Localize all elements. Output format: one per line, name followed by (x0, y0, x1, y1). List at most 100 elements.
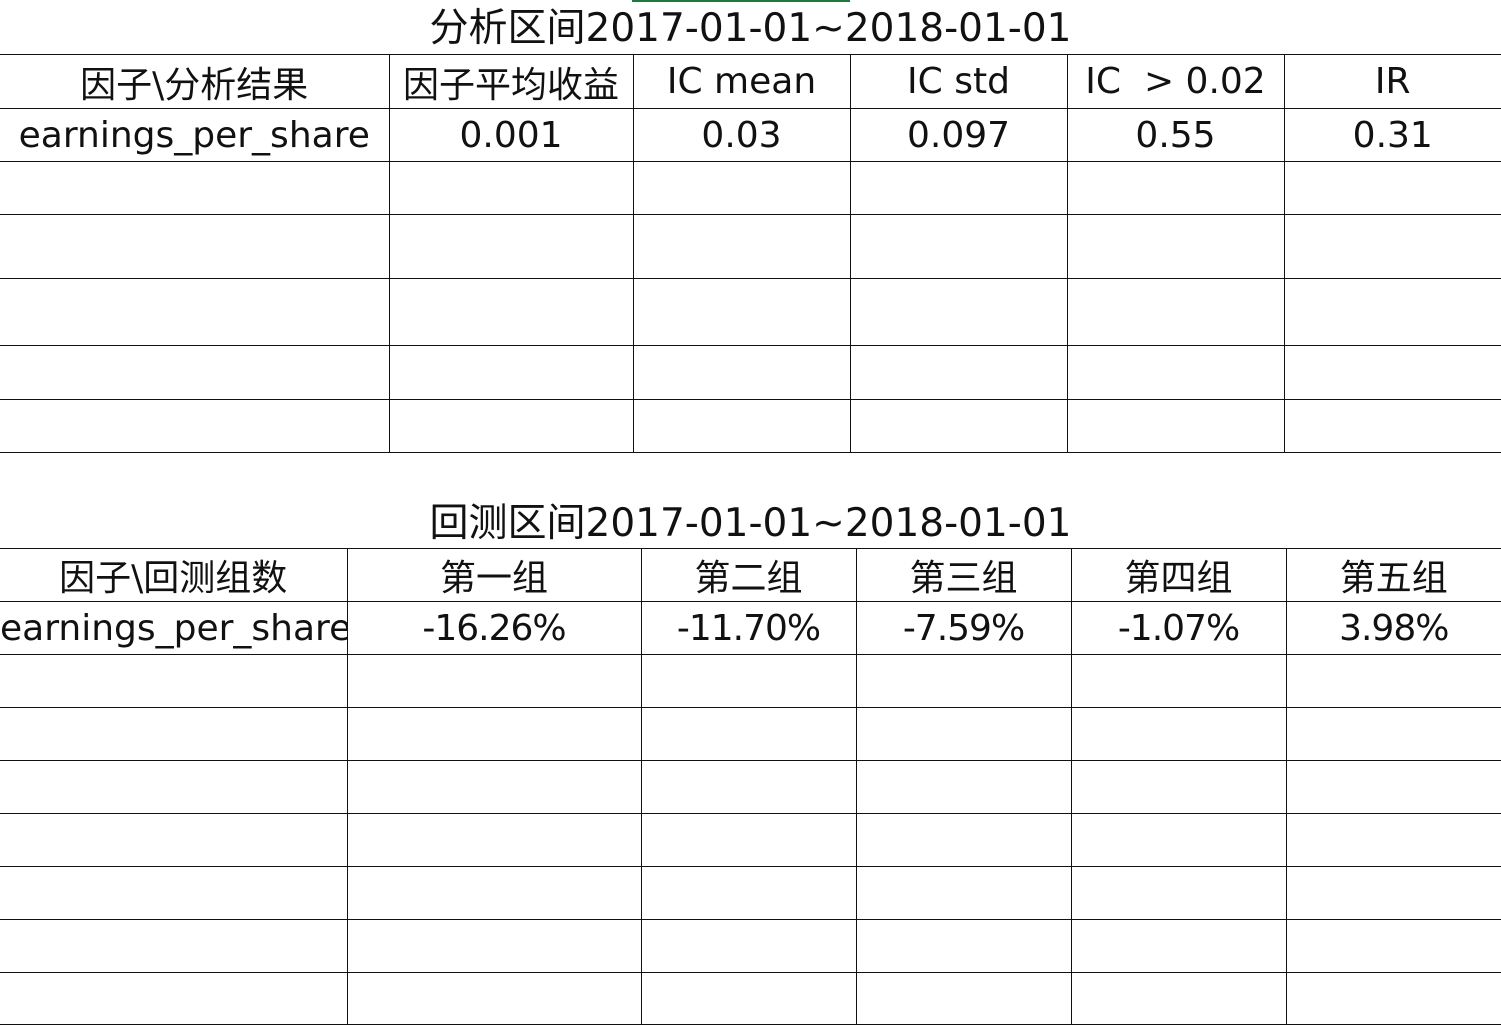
empty-cell[interactable] (1066, 214, 1285, 279)
empty-cell[interactable] (1285, 654, 1501, 708)
empty-cell[interactable] (346, 760, 642, 814)
header-cell[interactable]: IR (1283, 54, 1501, 109)
empty-cell[interactable] (346, 919, 642, 973)
empty-cell[interactable] (346, 813, 642, 867)
empty-cell[interactable] (1283, 161, 1501, 215)
header-cell[interactable]: 第四组 (1070, 548, 1287, 602)
data-cell[interactable]: earnings_per_share (0, 108, 390, 162)
header-cell[interactable]: 第五组 (1285, 548, 1501, 602)
empty-cell[interactable] (1070, 707, 1287, 761)
data-cell[interactable]: 0.55 (1066, 108, 1285, 162)
empty-cell[interactable] (1066, 161, 1285, 215)
empty-cell[interactable] (855, 654, 1072, 708)
empty-cell[interactable] (0, 866, 348, 920)
header-cell[interactable]: 第一组 (346, 548, 642, 602)
empty-cell[interactable] (388, 161, 634, 215)
empty-cell[interactable] (1070, 972, 1287, 1025)
empty-cell[interactable] (1070, 813, 1287, 867)
empty-cell[interactable] (346, 866, 642, 920)
empty-cell[interactable] (388, 214, 634, 279)
empty-row (0, 866, 1501, 920)
empty-cell[interactable] (849, 214, 1068, 279)
data-cell[interactable]: -16.26% (346, 601, 642, 655)
empty-cell[interactable] (1070, 654, 1287, 708)
empty-cell[interactable] (849, 399, 1068, 453)
empty-cell[interactable] (849, 345, 1068, 400)
empty-cell[interactable] (1066, 345, 1285, 400)
empty-cell[interactable] (0, 345, 390, 400)
empty-cell[interactable] (1285, 813, 1501, 867)
data-cell[interactable]: 0.001 (388, 108, 634, 162)
empty-cell[interactable] (0, 707, 348, 761)
empty-cell[interactable] (640, 654, 857, 708)
empty-cell[interactable] (632, 345, 851, 400)
data-cell[interactable]: 0.31 (1283, 108, 1501, 162)
empty-cell[interactable] (632, 214, 851, 279)
empty-cell[interactable] (1283, 399, 1501, 453)
empty-cell[interactable] (1283, 214, 1501, 279)
empty-cell[interactable] (849, 278, 1068, 346)
empty-cell[interactable] (346, 707, 642, 761)
empty-cell[interactable] (1066, 278, 1285, 346)
empty-cell[interactable] (1070, 760, 1287, 814)
data-cell[interactable]: 0.097 (849, 108, 1068, 162)
empty-cell[interactable] (0, 399, 390, 453)
empty-cell[interactable] (388, 345, 634, 400)
empty-cell[interactable] (1285, 760, 1501, 814)
empty-cell[interactable] (0, 214, 390, 279)
empty-cell[interactable] (388, 278, 634, 346)
header-cell[interactable]: 因子\分析结果 (0, 54, 390, 109)
empty-cell[interactable] (1285, 866, 1501, 920)
empty-cell[interactable] (855, 919, 1072, 973)
empty-cell[interactable] (1070, 866, 1287, 920)
header-cell[interactable]: IC > 0.02 (1066, 54, 1285, 109)
empty-cell[interactable] (640, 813, 857, 867)
empty-cell[interactable] (855, 813, 1072, 867)
empty-row (0, 707, 1501, 761)
header-cell[interactable]: 因子平均收益 (388, 54, 634, 109)
data-cell[interactable]: -1.07% (1070, 601, 1287, 655)
empty-cell[interactable] (1285, 707, 1501, 761)
empty-cell[interactable] (1283, 278, 1501, 346)
header-cell[interactable]: 第三组 (855, 548, 1072, 602)
empty-cell[interactable] (388, 399, 634, 453)
empty-row (0, 345, 1501, 400)
empty-cell[interactable] (632, 278, 851, 346)
empty-cell[interactable] (855, 972, 1072, 1025)
data-cell[interactable]: earnings_per_share (0, 601, 348, 655)
empty-cell[interactable] (855, 760, 1072, 814)
empty-cell[interactable] (640, 866, 857, 920)
header-cell[interactable]: 因子\回测组数 (0, 548, 348, 602)
empty-cell[interactable] (346, 972, 642, 1025)
empty-cell[interactable] (855, 707, 1072, 761)
empty-cell[interactable] (849, 161, 1068, 215)
empty-cell[interactable] (640, 707, 857, 761)
data-cell[interactable]: -11.70% (640, 601, 857, 655)
empty-cell[interactable] (1283, 345, 1501, 400)
selected-column-indicator (632, 0, 850, 2)
empty-cell[interactable] (640, 760, 857, 814)
data-cell[interactable]: -7.59% (855, 601, 1072, 655)
header-cell[interactable]: 第二组 (640, 548, 857, 602)
empty-cell[interactable] (0, 919, 348, 973)
empty-cell[interactable] (1070, 919, 1287, 973)
header-cell[interactable]: IC mean (632, 54, 851, 109)
empty-cell[interactable] (0, 654, 348, 708)
empty-cell[interactable] (0, 972, 348, 1025)
empty-cell[interactable] (855, 866, 1072, 920)
empty-cell[interactable] (640, 972, 857, 1025)
empty-cell[interactable] (1285, 972, 1501, 1025)
empty-cell[interactable] (0, 161, 390, 215)
empty-cell[interactable] (640, 919, 857, 973)
empty-cell[interactable] (632, 399, 851, 453)
empty-cell[interactable] (1066, 399, 1285, 453)
empty-cell[interactable] (0, 813, 348, 867)
data-cell[interactable]: 3.98% (1285, 601, 1501, 655)
data-cell[interactable]: 0.03 (632, 108, 851, 162)
empty-cell[interactable] (1285, 919, 1501, 973)
empty-cell[interactable] (0, 760, 348, 814)
empty-cell[interactable] (346, 654, 642, 708)
empty-cell[interactable] (0, 278, 390, 346)
header-cell[interactable]: IC std (849, 54, 1068, 109)
empty-cell[interactable] (632, 161, 851, 215)
